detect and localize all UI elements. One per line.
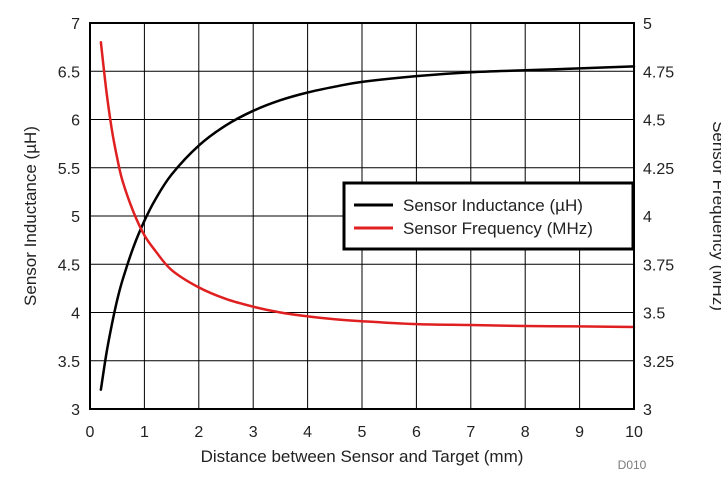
y-left-axis-title: Sensor Inductance (µH): [21, 126, 40, 306]
y-left-tick-label: 4: [71, 306, 80, 323]
x-tick-label: 4: [303, 424, 312, 441]
x-tick-label: 9: [575, 424, 584, 441]
legend-box: [342, 181, 635, 251]
y-left-tick-label: 4.5: [58, 257, 80, 274]
series-line-inductance: [99, 65, 636, 391]
y-right-tick-label: 4.25: [643, 161, 674, 178]
legend-label-inductance: Sensor Inductance (µH): [403, 196, 583, 215]
y-right-tick-label: 3: [643, 402, 652, 419]
series-layer: [99, 41, 636, 391]
y-left-tick-label: 3: [71, 402, 80, 419]
x-tick-label: 5: [358, 424, 367, 441]
series-line-frequency: [99, 41, 636, 329]
x-tick-label: 10: [625, 424, 643, 441]
figure-code: D010: [618, 458, 647, 472]
y-right-tick-labels: 3 3.25 3.5 3.75 4 4.25 4.5 4.75 5: [643, 16, 674, 419]
x-tick-label: 6: [412, 424, 421, 441]
x-tick-label: 1: [140, 424, 149, 441]
y-left-tick-label: 3.5: [58, 354, 80, 371]
y-left-tick-label: 5.5: [58, 161, 80, 178]
x-axis-title: Distance between Sensor and Target (mm): [201, 447, 524, 466]
y-right-axis-title: Sensor Frequency (MHz): [709, 121, 721, 311]
y-right-tick-label: 4.5: [643, 113, 665, 130]
x-tick-label: 0: [86, 424, 95, 441]
x-tick-label: 3: [249, 424, 258, 441]
x-tick-label: 8: [521, 424, 530, 441]
y-left-tick-label: 6.5: [58, 64, 80, 81]
y-right-tick-label: 3.5: [643, 306, 665, 323]
x-tick-labels: 0 1 2 3 4 5 6 7 8 9 10: [86, 424, 643, 441]
y-right-tick-label: 4: [643, 209, 652, 226]
x-tick-label: 2: [194, 424, 203, 441]
legend: Sensor Inductance (µH) Sensor Frequency …: [342, 181, 635, 251]
y-left-tick-labels: 3 3.5 4 4.5 5 5.5 6 6.5 7: [58, 16, 80, 419]
y-right-tick-label: 3.25: [643, 354, 674, 371]
legend-label-frequency: Sensor Frequency (MHz): [403, 219, 593, 238]
y-right-tick-label: 3.75: [643, 257, 674, 274]
y-right-tick-label: 5: [643, 16, 652, 33]
y-left-tick-label: 5: [71, 209, 80, 226]
y-right-tick-label: 4.75: [643, 64, 674, 81]
y-left-tick-label: 7: [71, 16, 80, 33]
x-tick-label: 7: [466, 424, 475, 441]
y-left-tick-label: 6: [71, 113, 80, 130]
